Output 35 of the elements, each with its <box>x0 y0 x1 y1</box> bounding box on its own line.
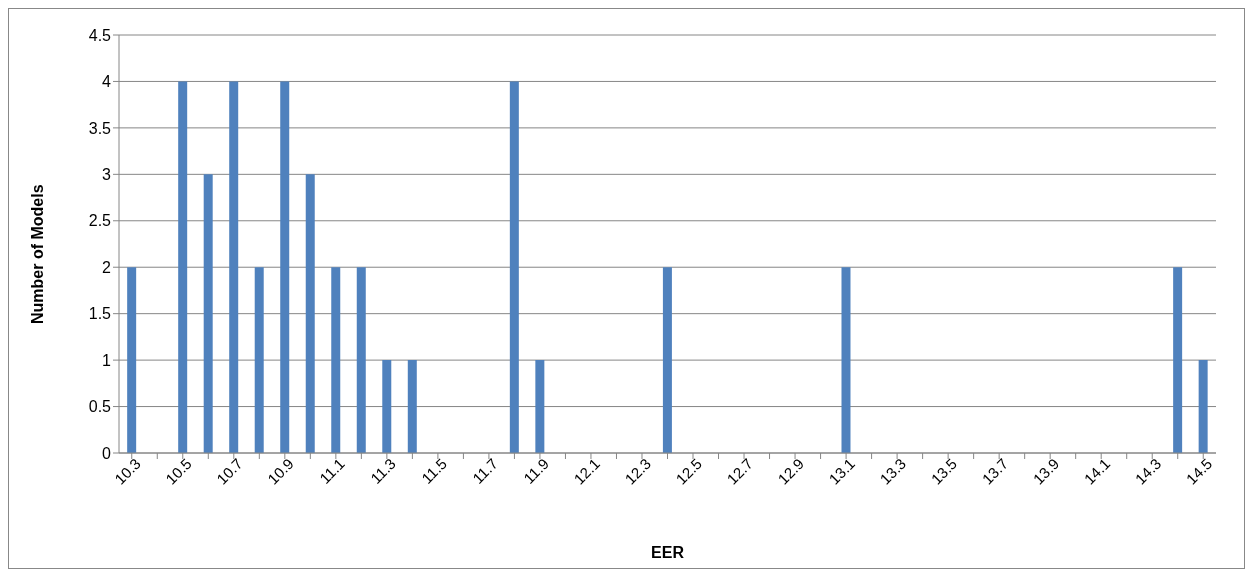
x-tick-label: 12.1 <box>570 454 603 488</box>
x-tick-label: 11.3 <box>366 454 399 487</box>
y-axis-title: Number of Models <box>28 184 46 324</box>
y-tick-label: 3.5 <box>88 119 112 137</box>
bar <box>1198 360 1208 453</box>
y-tick-label: 2.5 <box>88 212 112 230</box>
bar <box>535 360 545 453</box>
bar <box>178 81 188 453</box>
y-tick-label: 4.5 <box>88 26 112 44</box>
bar <box>841 267 851 453</box>
bar <box>356 267 366 453</box>
bar <box>305 174 315 453</box>
y-tick-label: 0.5 <box>88 398 112 416</box>
bar <box>662 267 672 453</box>
bar <box>1173 267 1183 453</box>
bar <box>407 360 417 453</box>
y-tick-label: 1.5 <box>88 305 112 323</box>
bar <box>229 81 239 453</box>
y-tick-label: 0 <box>102 444 112 462</box>
y-tick-label: 1 <box>102 351 112 369</box>
bar <box>203 174 213 453</box>
y-tick-label: 4 <box>102 73 112 91</box>
x-tick-label: 11.1 <box>315 454 348 487</box>
bar <box>280 81 290 453</box>
x-tick-label: 13.1 <box>825 454 859 488</box>
bar <box>254 267 264 453</box>
bar <box>509 81 519 453</box>
x-tick-label: 14.1 <box>1080 454 1114 488</box>
bar <box>382 360 392 453</box>
x-axis-title: EER <box>651 544 685 561</box>
x-tick-label: 11.9 <box>520 454 552 487</box>
bar <box>331 267 341 453</box>
y-tick-label: 3 <box>102 166 112 184</box>
bar <box>127 267 137 453</box>
y-tick-label: 2 <box>102 258 112 276</box>
